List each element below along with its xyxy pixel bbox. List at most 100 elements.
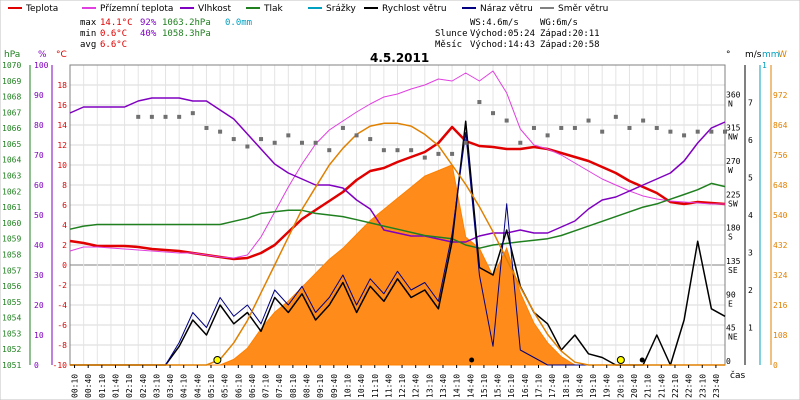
direction-tick: 0 <box>726 357 731 366</box>
x-tick-label: 18:10 <box>562 374 571 398</box>
x-tick-label: 21:10 <box>644 374 653 398</box>
solar-tick: 0 <box>773 361 778 370</box>
wind-direction-point <box>395 148 400 153</box>
stat-avg-label: avg <box>80 40 96 50</box>
x-tick-label: 06:40 <box>248 374 257 398</box>
direction-tick: 270 <box>726 157 741 166</box>
wind-direction-point <box>381 148 386 153</box>
solar-tick: 108 <box>773 331 788 340</box>
wind-tick: 3 <box>748 249 753 258</box>
wind-direction-point <box>709 129 714 134</box>
chart-title: 4.5.2011 <box>370 51 429 65</box>
wind-direction-point <box>463 140 468 145</box>
direction-tick: 360 <box>726 90 741 99</box>
legend-label: Srážky <box>326 4 357 14</box>
wind-tick: 5 <box>748 174 753 183</box>
temperature-tick: -8 <box>57 341 67 350</box>
legend-label: Přízemní teplota <box>100 4 173 14</box>
axis-unit-deg: ° <box>726 50 731 60</box>
x-tick-label: 05:40 <box>221 374 230 398</box>
humidity-tick: 50 <box>34 211 44 220</box>
wind-direction-point <box>136 114 141 119</box>
wind-direction-point <box>531 125 536 130</box>
wind-direction-point <box>491 111 496 116</box>
x-tick-label: 05:10 <box>207 374 216 398</box>
x-tick-label: 03:40 <box>166 374 175 398</box>
stats-block: max 14.1°C 92% 1063.2hPa 0.0mm min 0.6°C… <box>80 18 252 50</box>
wind-direction-point <box>586 118 591 123</box>
axis-unit-hpa: hPa <box>4 50 20 60</box>
wind-tick: 1 <box>748 324 753 333</box>
solar-tick: 864 <box>773 121 788 130</box>
wind-direction-point <box>149 114 154 119</box>
stat-min-press: 1058.3hPa <box>162 29 211 39</box>
wind-direction-point <box>354 133 359 138</box>
pressure-tick: 1064 <box>2 156 21 165</box>
solar-tick: 756 <box>773 151 788 160</box>
x-tick-label: 14:40 <box>466 374 475 398</box>
wind-direction-point <box>299 140 304 145</box>
pressure-tick: 1052 <box>2 345 21 354</box>
pressure-tick: 1051 <box>2 361 21 370</box>
pressure-tick: 1055 <box>2 298 21 307</box>
x-tick-label: 07:10 <box>262 374 271 398</box>
x-tick-label: 08:10 <box>289 374 298 398</box>
temperature-tick: -6 <box>57 321 67 330</box>
moon-marker <box>639 357 645 363</box>
direction-label: SW <box>728 199 738 208</box>
info-sun-set: Západ:20:11 <box>540 29 600 39</box>
wind-direction-point <box>682 133 687 138</box>
wind-direction-point <box>177 114 182 119</box>
direction-tick: 315 <box>726 124 741 133</box>
x-tick-label: 19:10 <box>589 374 598 398</box>
solar-tick: 972 <box>773 91 788 100</box>
humidity-tick: 60 <box>34 181 44 190</box>
direction-tick: 90 <box>726 290 736 299</box>
wind-direction-point <box>572 125 577 130</box>
pressure-tick: 1063 <box>2 172 21 181</box>
sun-marker <box>213 356 222 364</box>
x-tick-label: 22:40 <box>685 374 694 398</box>
temperature-tick: 18 <box>57 81 67 90</box>
axis-unit-ms: m/s <box>745 50 762 60</box>
wind-direction-point <box>245 144 250 149</box>
solar-tick: 324 <box>773 271 788 280</box>
pressure-tick: 1065 <box>2 140 21 149</box>
temperature-tick: 2 <box>62 241 67 250</box>
x-tick-label: 04:40 <box>193 374 202 398</box>
wind-direction-point <box>600 129 605 134</box>
direction-label: W <box>728 166 733 175</box>
wind-direction-point <box>559 125 564 130</box>
series-line <box>69 70 725 259</box>
temperature-tick: -4 <box>57 301 67 310</box>
direction-label: E <box>728 299 733 308</box>
humidity-tick: 80 <box>34 121 44 130</box>
pressure-tick: 1069 <box>2 77 21 86</box>
temperature-tick: 14 <box>57 121 67 130</box>
x-tick-label: 16:10 <box>507 374 516 398</box>
x-tick-label: 08:40 <box>303 374 312 398</box>
wind-direction-point <box>504 118 509 123</box>
legend-label: Rychlost větru <box>382 4 447 14</box>
temperature-tick: 10 <box>57 161 67 170</box>
x-tick-label: 01:10 <box>98 374 107 398</box>
wind-direction-point <box>286 133 291 138</box>
stat-min-label: min <box>80 29 96 39</box>
wind-tick: 7 <box>748 99 753 108</box>
wind-tick: 4 <box>748 211 753 220</box>
wind-direction-point <box>163 114 168 119</box>
pressure-tick: 1058 <box>2 250 21 259</box>
wind-direction-point <box>695 129 700 134</box>
temperature-tick: -10 <box>53 361 68 370</box>
wind-direction-layer <box>136 100 727 160</box>
x-tick-label: 02:10 <box>125 374 134 398</box>
stat-max-temp: 14.1°C <box>100 18 133 28</box>
stat-max-label: max <box>80 18 97 28</box>
direction-label: N <box>728 99 733 108</box>
temperature-tick: 12 <box>57 141 67 150</box>
humidity-tick: 70 <box>34 151 44 160</box>
wind-direction-point <box>218 129 223 134</box>
x-tick-label: 09:40 <box>330 374 339 398</box>
rain-tick: 1 <box>762 61 767 70</box>
wind-direction-point <box>436 151 441 156</box>
